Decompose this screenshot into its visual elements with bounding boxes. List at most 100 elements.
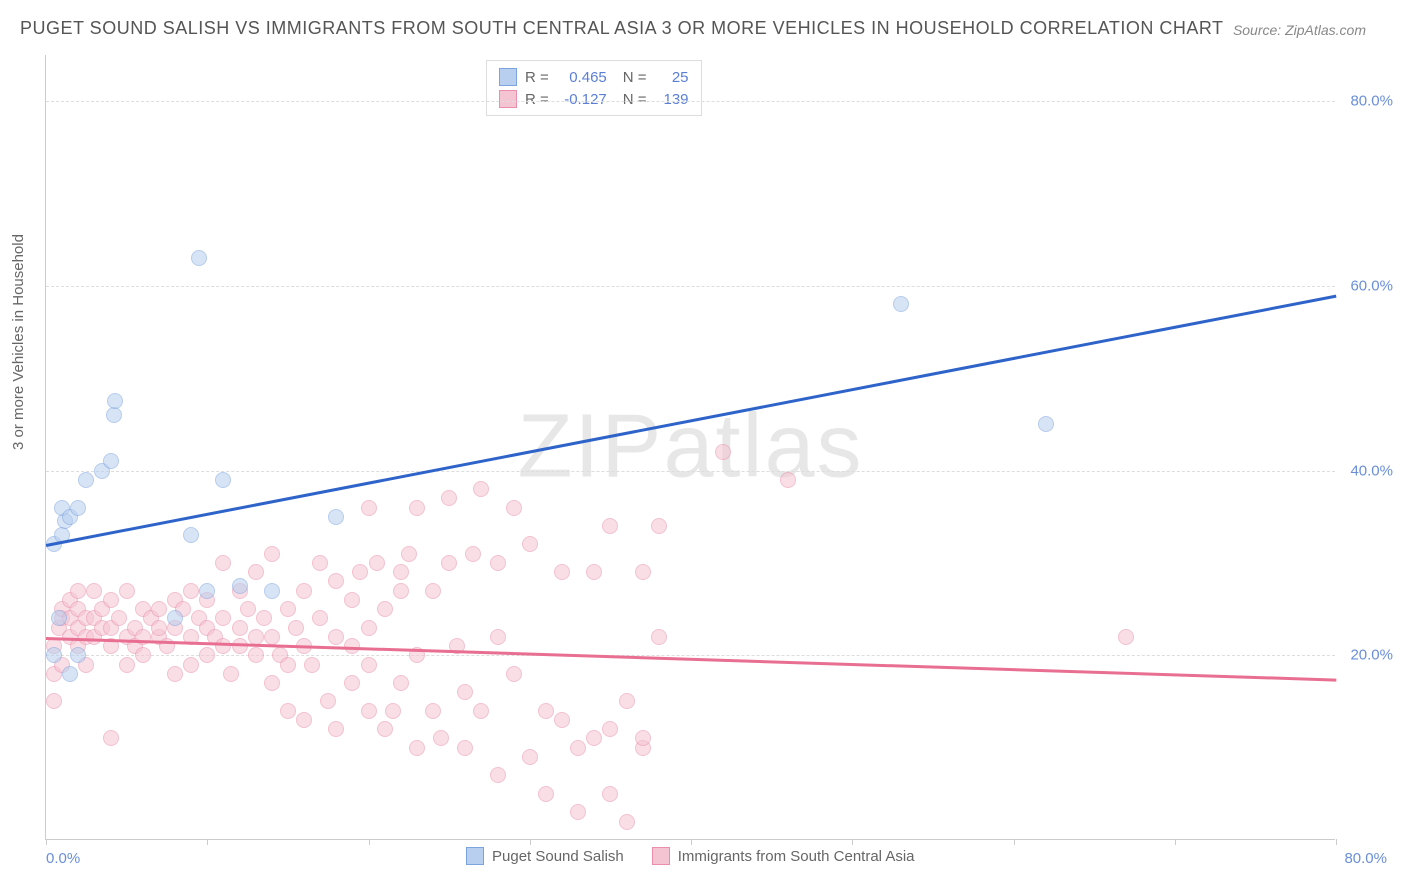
- point-series-b: [240, 601, 256, 617]
- point-series-a: [78, 472, 94, 488]
- point-series-b: [352, 564, 368, 580]
- point-series-b: [385, 703, 401, 719]
- point-series-b: [602, 518, 618, 534]
- stat-r-label: R =: [525, 69, 549, 86]
- point-series-b: [167, 666, 183, 682]
- x-tick: [207, 839, 208, 845]
- point-series-b: [288, 620, 304, 636]
- point-series-b: [46, 693, 62, 709]
- point-series-b: [473, 703, 489, 719]
- point-series-b: [457, 740, 473, 756]
- point-series-b: [344, 675, 360, 691]
- point-series-b: [361, 500, 377, 516]
- point-series-a: [893, 296, 909, 312]
- point-series-b: [361, 703, 377, 719]
- point-series-b: [135, 647, 151, 663]
- point-series-b: [248, 647, 264, 663]
- gridline: [46, 471, 1335, 472]
- point-series-b: [522, 536, 538, 552]
- chart-title: PUGET SOUND SALISH VS IMMIGRANTS FROM SO…: [20, 18, 1224, 39]
- legend-item: Immigrants from South Central Asia: [652, 847, 915, 865]
- x-tick: [1175, 839, 1176, 845]
- point-series-b: [425, 703, 441, 719]
- swatch-icon: [499, 68, 517, 86]
- x-tick: [691, 839, 692, 845]
- point-series-a: [328, 509, 344, 525]
- point-series-b: [215, 638, 231, 654]
- point-series-b: [103, 730, 119, 746]
- point-series-a: [46, 647, 62, 663]
- point-series-b: [232, 620, 248, 636]
- point-series-b: [296, 712, 312, 728]
- point-series-b: [264, 675, 280, 691]
- point-series-b: [151, 601, 167, 617]
- stats-row: R = -0.127 N = 139: [499, 88, 689, 110]
- point-series-b: [538, 786, 554, 802]
- point-series-b: [554, 712, 570, 728]
- point-series-a: [62, 666, 78, 682]
- stat-r-value: 0.465: [557, 69, 607, 86]
- point-series-b: [280, 657, 296, 673]
- point-series-b: [119, 657, 135, 673]
- point-series-b: [223, 666, 239, 682]
- stat-n-label: N =: [623, 91, 647, 108]
- point-series-b: [320, 693, 336, 709]
- legend-label: Puget Sound Salish: [492, 848, 624, 865]
- point-series-b: [490, 629, 506, 645]
- swatch-icon: [499, 90, 517, 108]
- point-series-b: [522, 749, 538, 765]
- x-tick: [1336, 839, 1337, 845]
- watermark: ZIPatlas: [517, 396, 863, 499]
- point-series-b: [490, 767, 506, 783]
- stats-legend: R =0.465N =25R =-0.127N =139: [486, 60, 702, 116]
- point-series-b: [361, 620, 377, 636]
- point-series-b: [215, 610, 231, 626]
- point-series-b: [344, 592, 360, 608]
- point-series-a: [199, 583, 215, 599]
- point-series-b: [506, 500, 522, 516]
- point-series-b: [441, 555, 457, 571]
- point-series-b: [119, 583, 135, 599]
- point-series-b: [409, 500, 425, 516]
- point-series-b: [393, 564, 409, 580]
- point-series-b: [619, 693, 635, 709]
- point-series-b: [256, 610, 272, 626]
- legend-label: Immigrants from South Central Asia: [678, 848, 915, 865]
- point-series-b: [70, 583, 86, 599]
- point-series-b: [328, 629, 344, 645]
- point-series-b: [312, 610, 328, 626]
- point-series-b: [183, 657, 199, 673]
- point-series-a: [70, 500, 86, 516]
- point-series-a: [167, 610, 183, 626]
- point-series-b: [473, 481, 489, 497]
- stat-n-value: 139: [655, 91, 689, 108]
- point-series-b: [651, 629, 667, 645]
- point-series-b: [304, 657, 320, 673]
- x-tick-label: 0.0%: [46, 850, 80, 867]
- stat-r-label: R =: [525, 91, 549, 108]
- trendline-series-b: [46, 637, 1336, 681]
- stat-r-value: -0.127: [557, 91, 607, 108]
- point-series-b: [199, 647, 215, 663]
- y-tick-label: 80.0%: [1350, 93, 1393, 110]
- point-series-b: [361, 657, 377, 673]
- point-series-b: [312, 555, 328, 571]
- point-series-b: [248, 564, 264, 580]
- point-series-a: [106, 407, 122, 423]
- point-series-b: [586, 730, 602, 746]
- point-series-a: [191, 250, 207, 266]
- point-series-b: [86, 583, 102, 599]
- point-series-b: [715, 444, 731, 460]
- point-series-b: [619, 814, 635, 830]
- point-series-b: [441, 490, 457, 506]
- point-series-b: [635, 730, 651, 746]
- x-tick-label: 80.0%: [1344, 850, 1387, 867]
- point-series-b: [1118, 629, 1134, 645]
- point-series-b: [232, 638, 248, 654]
- point-series-b: [586, 564, 602, 580]
- x-tick: [369, 839, 370, 845]
- gridline: [46, 655, 1335, 656]
- point-series-a: [70, 647, 86, 663]
- stats-row: R =0.465N =25: [499, 66, 689, 88]
- point-series-b: [248, 629, 264, 645]
